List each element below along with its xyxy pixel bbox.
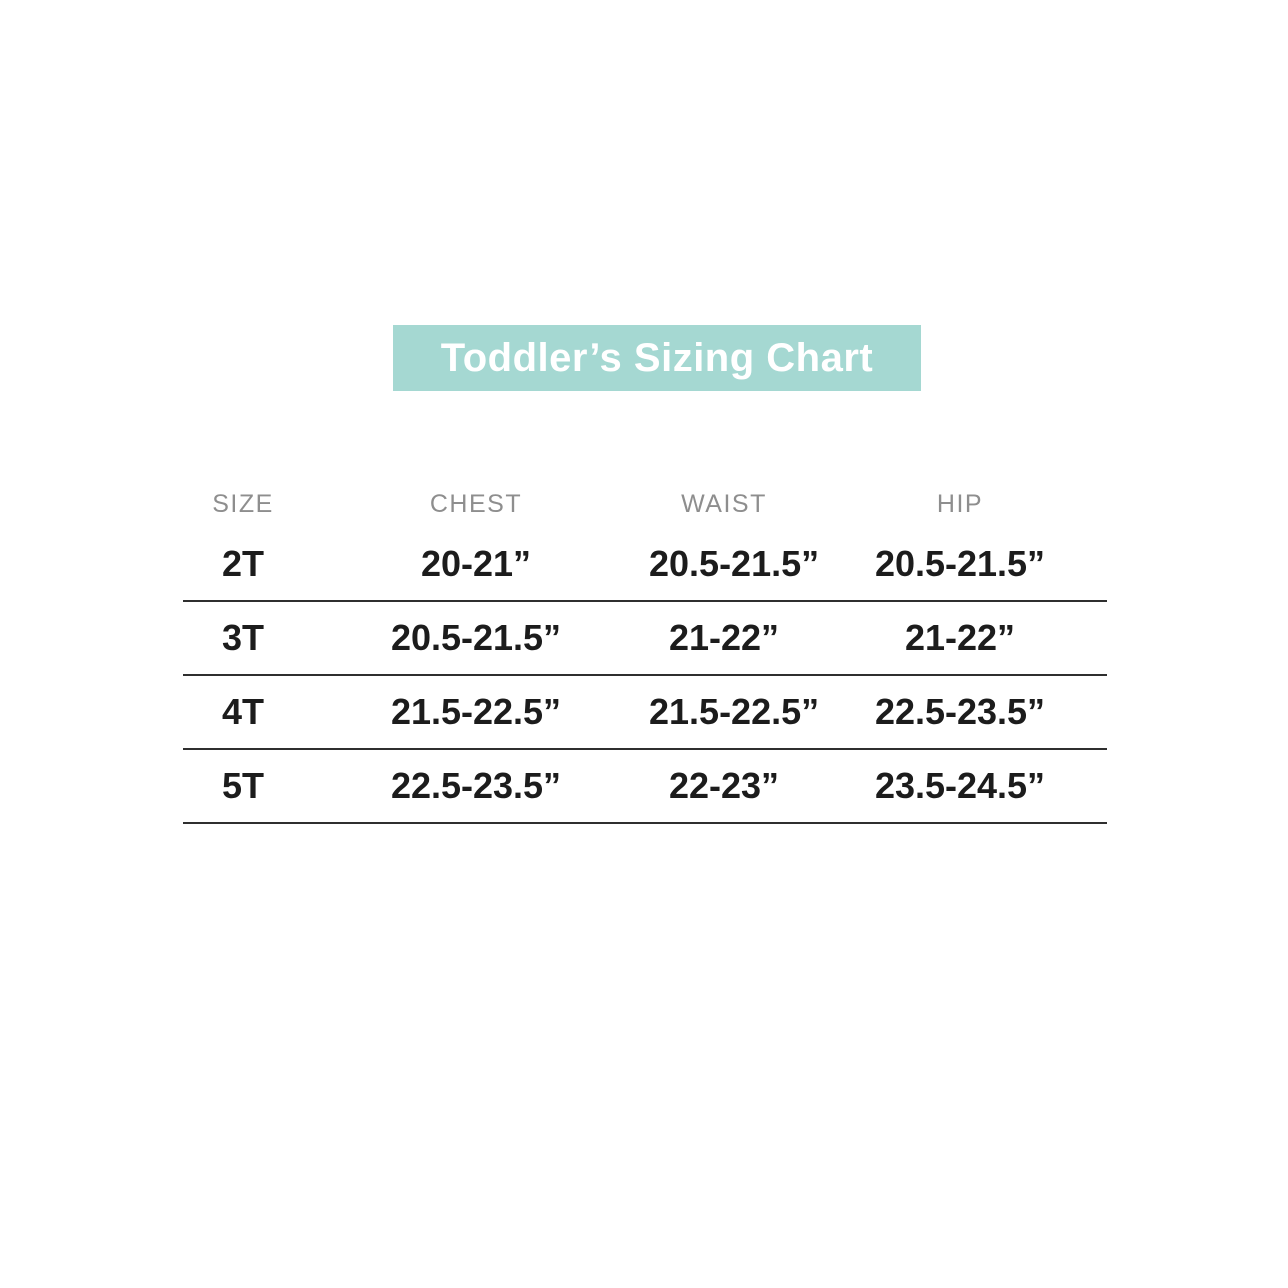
- hip-cell: 23.5-24.5”: [874, 765, 1046, 806]
- title-banner: Toddler’s Sizing Chart: [393, 325, 921, 391]
- size-cell: 2T: [221, 543, 264, 584]
- chest-cell: 20-21”: [420, 543, 532, 584]
- size-cell: 4T: [221, 691, 264, 732]
- hip-cell: 22.5-23.5”: [874, 691, 1046, 732]
- table-row: 3T 20.5-21.5” 21-22” 21-22”: [183, 602, 1107, 676]
- column-header-hip: HIP: [936, 489, 984, 518]
- size-cell: 3T: [221, 617, 264, 658]
- column-header-size: SIZE: [212, 489, 274, 518]
- table-row: 4T 21.5-22.5” 21.5-22.5” 22.5-23.5”: [183, 676, 1107, 750]
- table-row: 2T 20-21” 20.5-21.5” 20.5-21.5”: [183, 528, 1107, 602]
- waist-cell: 21.5-22.5”: [649, 691, 820, 732]
- hip-cell: 21-22”: [904, 617, 1016, 658]
- table-row: 5T 22.5-23.5” 22-23” 23.5-24.5”: [183, 750, 1107, 824]
- chest-cell: 20.5-21.5”: [390, 617, 562, 658]
- waist-cell: 22-23”: [668, 765, 780, 806]
- column-header-chest: CHEST: [429, 489, 523, 518]
- page-title: Toddler’s Sizing Chart: [440, 335, 874, 380]
- chest-cell: 21.5-22.5”: [390, 691, 562, 732]
- chest-cell: 22.5-23.5”: [390, 765, 562, 806]
- size-cell: 5T: [221, 765, 264, 806]
- sizing-table: SIZE CHEST WAIST HIP 2T 20-21” 20.5-21.5…: [183, 480, 1107, 824]
- column-header-waist: WAIST: [681, 489, 767, 518]
- table-header-row: SIZE CHEST WAIST HIP: [183, 480, 1107, 528]
- waist-cell: 21-22”: [668, 617, 780, 658]
- hip-cell: 20.5-21.5”: [874, 543, 1046, 584]
- waist-cell: 20.5-21.5”: [649, 543, 820, 584]
